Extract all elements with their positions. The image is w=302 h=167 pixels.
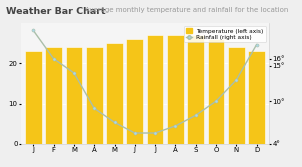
- Bar: [86, 47, 103, 144]
- Bar: [208, 39, 224, 144]
- Text: Weather Bar Chart: Weather Bar Chart: [6, 7, 106, 16]
- Bar: [248, 51, 265, 144]
- Bar: [66, 47, 82, 144]
- Text: Average monthly temperature and rainfall for the location: Average monthly temperature and rainfall…: [85, 7, 288, 13]
- Bar: [187, 35, 204, 144]
- Bar: [228, 47, 245, 144]
- Legend: Temperature (left axis), Rainfall (right axis): Temperature (left axis), Rainfall (right…: [184, 26, 266, 42]
- Bar: [147, 35, 163, 144]
- Bar: [45, 47, 62, 144]
- Bar: [106, 43, 123, 144]
- Bar: [127, 39, 143, 144]
- Bar: [25, 51, 42, 144]
- Bar: [167, 35, 184, 144]
